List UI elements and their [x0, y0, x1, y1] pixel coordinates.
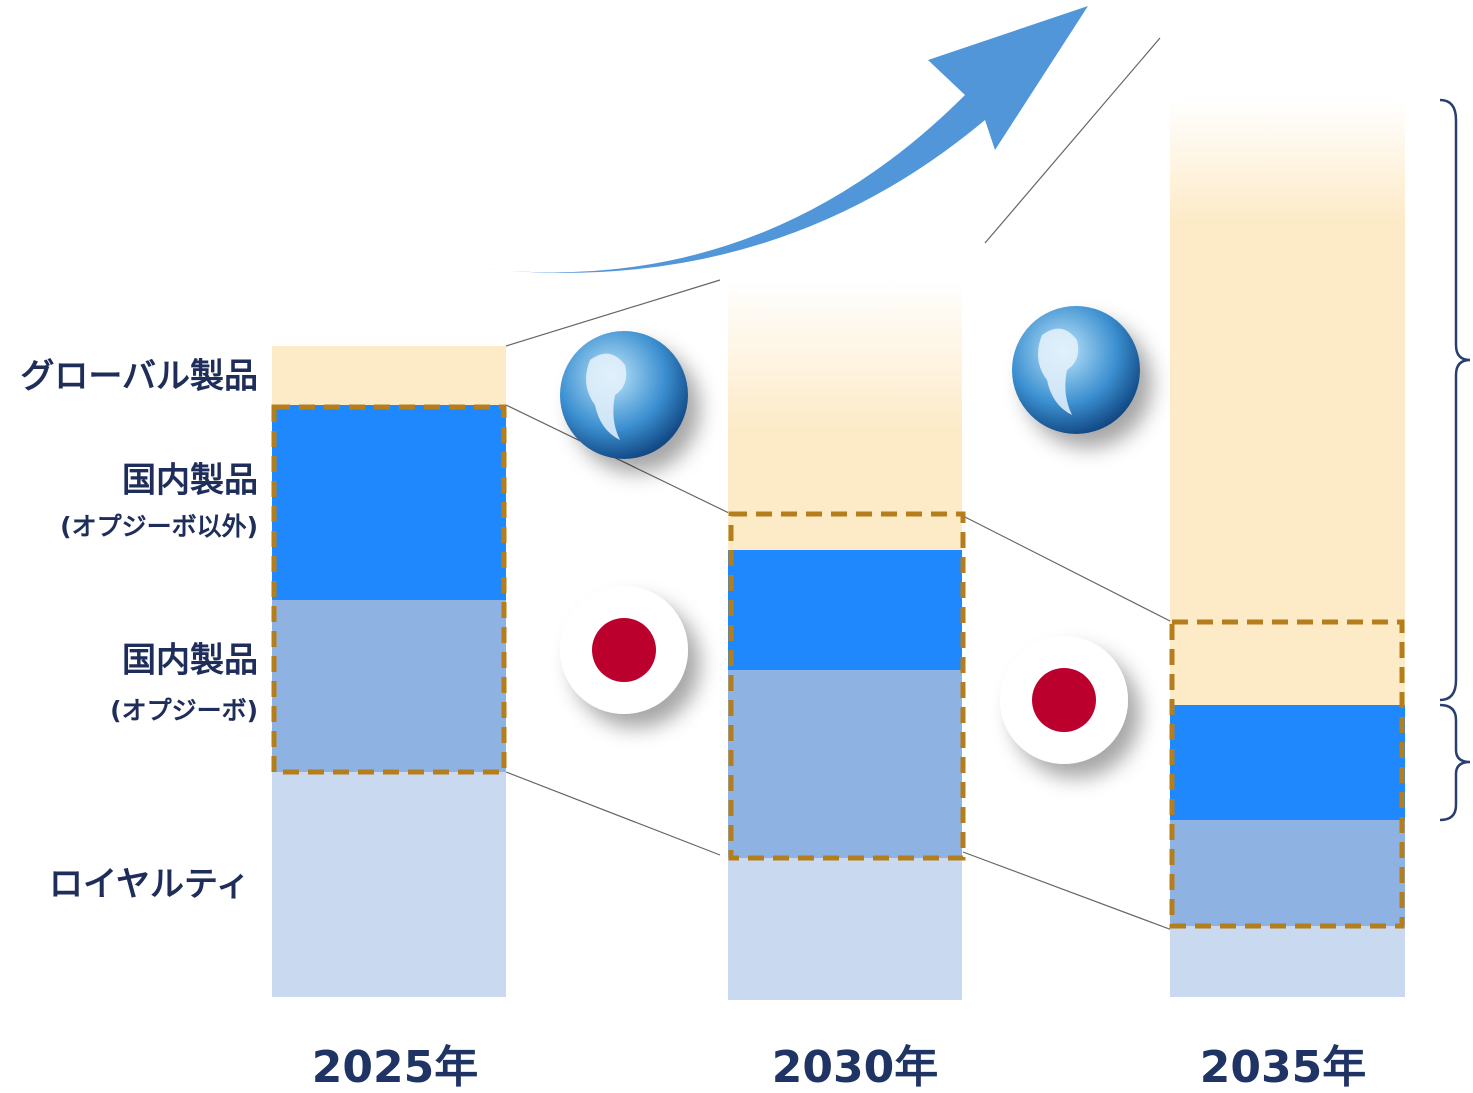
year-label: 2025年 [312, 1042, 478, 1093]
legend-label: 国内製品 [122, 461, 258, 501]
legend-sublabel: (オプジーボ以外) [60, 512, 258, 541]
bar-2025 [271, 346, 507, 997]
globe-icon [560, 331, 688, 459]
legend-label: グローバル製品 [20, 357, 258, 397]
legend-sublabel: (オプジーボ) [110, 696, 258, 725]
growth-arrow [478, 6, 1088, 273]
legend-label: 国内製品 [122, 641, 258, 681]
bar-2030 [728, 280, 966, 1000]
brace [1439, 703, 1471, 822]
japan-flag-icon [560, 586, 688, 714]
brace [1439, 98, 1471, 702]
japan-flag-icon [1000, 636, 1128, 764]
year-label: 2035年 [1200, 1042, 1366, 1093]
globe-icon [1012, 306, 1140, 434]
bar-2035 [1169, 100, 1405, 997]
connectors [505, 37, 1173, 931]
legend-label: ロイヤルティ [49, 865, 250, 905]
year-label: 2030年 [772, 1042, 938, 1093]
